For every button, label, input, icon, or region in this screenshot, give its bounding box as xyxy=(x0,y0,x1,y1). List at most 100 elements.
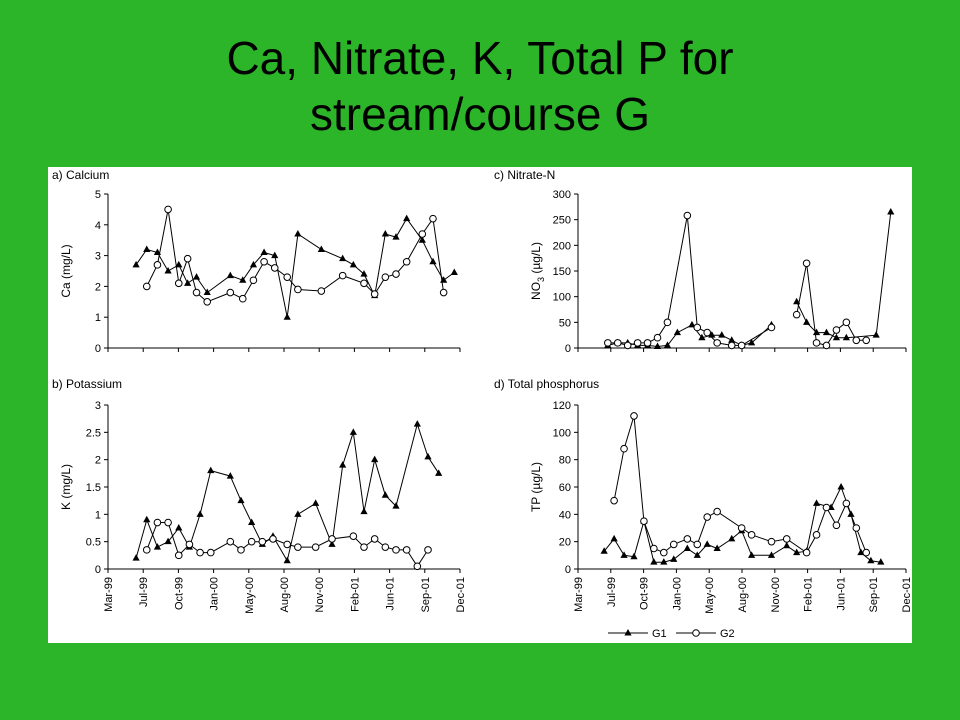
y-tick-label: 100 xyxy=(553,292,571,304)
data-point-g1 xyxy=(381,230,389,237)
series-g1 xyxy=(132,420,443,564)
data-point-g2 xyxy=(196,548,204,557)
data-point-g2 xyxy=(283,273,291,281)
data-point-g2 xyxy=(381,273,390,281)
chart-panel-3: d) Total phosphorus 0 20 40 60 80 100 120 TP (µg… xyxy=(494,377,912,614)
x-tick-label: Jun-01 xyxy=(385,577,397,611)
data-point-g1 xyxy=(877,558,885,565)
data-point-g1 xyxy=(663,341,672,348)
data-point-g2 xyxy=(792,310,801,319)
slide-title-line-1: Ca, Nitrate, K, Total P for xyxy=(226,32,734,84)
y-tick-label: 150 xyxy=(553,266,571,278)
data-point-g1 xyxy=(192,273,201,280)
data-point-g1 xyxy=(249,260,258,268)
data-point-g2 xyxy=(402,257,411,266)
data-point-g1 xyxy=(600,547,608,554)
legend-label-g2: G2 xyxy=(720,628,735,640)
data-point-g1 xyxy=(143,245,151,252)
y-axis-label: TP (µg/L) xyxy=(529,462,543,512)
slide-title: Ca, Nitrate, K, Total P for stream/cours… xyxy=(0,30,960,142)
data-point-g2 xyxy=(693,540,702,549)
data-point-g2 xyxy=(360,279,368,288)
data-point-g1 xyxy=(650,558,658,565)
series-line xyxy=(613,415,867,554)
data-point-g1 xyxy=(693,551,701,558)
x-tick-label: Aug-00 xyxy=(279,577,291,612)
y-axis-label: NO3 (µg/L) xyxy=(529,242,546,300)
data-point-g2 xyxy=(338,271,347,280)
y-tick-label: 0.5 xyxy=(86,537,101,549)
data-point-g1 xyxy=(653,342,662,349)
series-g2 xyxy=(142,205,448,306)
series-g2 xyxy=(142,518,432,571)
data-point-g2 xyxy=(683,211,692,220)
data-point-g1 xyxy=(237,496,245,504)
data-point-g2 xyxy=(203,298,211,306)
x-tick-label: Sep-01 xyxy=(420,577,432,612)
data-point-g2 xyxy=(185,540,194,549)
data-point-g2 xyxy=(703,328,712,337)
data-point-g2 xyxy=(317,287,326,295)
data-point-g1 xyxy=(349,260,357,268)
y-tick-label: 1.5 xyxy=(86,482,101,494)
data-point-g1 xyxy=(196,510,204,517)
data-point-g1 xyxy=(328,540,336,547)
figure-panel: a) Calcium 0 1 2 3 4 5 Ca (mg/L) c) Nitrate-N 0 50… xyxy=(48,167,912,643)
data-point-g2 xyxy=(842,499,851,508)
data-point-g1 xyxy=(339,461,347,468)
y-tick-label: 80 xyxy=(559,455,571,467)
data-point-g1 xyxy=(153,543,162,550)
data-point-g1 xyxy=(842,333,850,341)
data-point-g1 xyxy=(392,502,400,509)
data-point-g1 xyxy=(748,338,756,346)
data-point-g1 xyxy=(248,518,256,526)
y-tick-label: 300 xyxy=(553,189,571,201)
x-tick-label: Mar-99 xyxy=(103,577,115,612)
data-point-g2 xyxy=(832,326,841,334)
data-point-g2 xyxy=(822,341,831,350)
data-point-g1 xyxy=(793,297,801,305)
data-point-g1 xyxy=(673,328,681,336)
data-point-g2 xyxy=(623,341,632,350)
legend-marker-g1 xyxy=(624,629,632,636)
data-point-g1 xyxy=(132,260,140,268)
data-point-g2 xyxy=(249,276,258,285)
data-point-g1 xyxy=(767,551,776,558)
y-tick-label: 250 xyxy=(553,215,571,227)
data-point-g2 xyxy=(429,214,437,223)
data-point-g2 xyxy=(802,548,811,557)
data-point-g2 xyxy=(153,518,162,527)
x-tick-label: Feb-01 xyxy=(349,577,361,612)
data-point-g2 xyxy=(630,412,638,420)
data-point-g2 xyxy=(663,318,672,327)
data-point-g1 xyxy=(822,328,831,336)
data-point-g1 xyxy=(837,483,845,490)
y-tick-label: 3 xyxy=(95,251,101,263)
data-point-g2 xyxy=(439,288,448,297)
data-point-g2 xyxy=(258,537,267,546)
data-point-g2 xyxy=(311,543,320,551)
data-point-g2 xyxy=(294,543,302,551)
data-point-g1 xyxy=(429,257,437,265)
y-tick-label: 40 xyxy=(559,509,571,521)
y-tick-label: 2.5 xyxy=(86,427,101,439)
data-point-g2 xyxy=(392,546,400,554)
data-point-g2 xyxy=(153,261,162,269)
data-point-g2 xyxy=(610,496,618,505)
data-point-g2 xyxy=(669,540,678,549)
data-point-g2 xyxy=(192,288,201,297)
series-line xyxy=(603,485,881,563)
data-point-g2 xyxy=(270,264,279,272)
data-point-g1 xyxy=(683,544,691,551)
data-point-g1 xyxy=(688,320,696,328)
data-point-g2 xyxy=(683,535,692,543)
legend: G1 G2 xyxy=(608,628,735,640)
data-point-g2 xyxy=(812,531,821,539)
data-point-g1 xyxy=(424,452,432,460)
data-point-g2 xyxy=(294,285,302,294)
data-point-g1 xyxy=(718,331,726,338)
data-point-g2 xyxy=(782,535,791,543)
data-point-g1 xyxy=(184,279,192,286)
data-point-g1 xyxy=(175,260,183,268)
data-point-g1 xyxy=(413,420,421,427)
